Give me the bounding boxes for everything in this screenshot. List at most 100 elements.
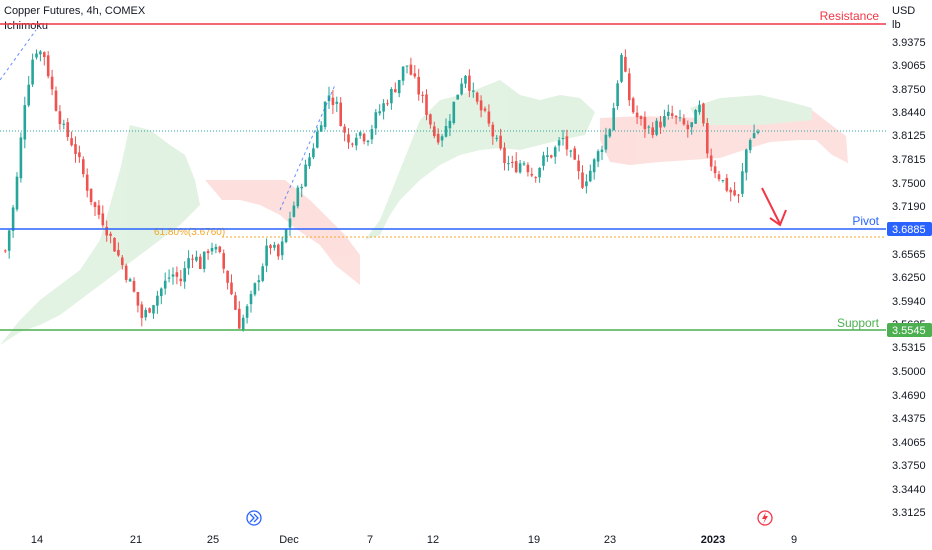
candle-body bbox=[733, 190, 736, 196]
price-tick-label: 3.6565 bbox=[892, 249, 926, 261]
candle-body bbox=[522, 163, 526, 165]
candle-body bbox=[358, 132, 362, 136]
price-tick-label: 3.4375 bbox=[892, 413, 926, 425]
candle-body bbox=[702, 103, 705, 124]
candle-body bbox=[495, 137, 498, 139]
candle-body bbox=[616, 83, 619, 107]
currency-label: USD bbox=[892, 5, 916, 17]
candle-body bbox=[218, 246, 222, 253]
price-tick-label: 3.3750 bbox=[892, 460, 926, 472]
time-tick-label: 12 bbox=[427, 534, 439, 546]
candle-body bbox=[737, 194, 740, 196]
candle-body bbox=[280, 241, 284, 256]
candle-body bbox=[97, 205, 101, 215]
candle-body bbox=[394, 89, 397, 93]
candle-body bbox=[319, 125, 323, 132]
candle-body bbox=[70, 138, 73, 146]
candle-body bbox=[514, 161, 518, 173]
trendline-mid bbox=[279, 84, 336, 211]
candle-body bbox=[269, 245, 272, 249]
candle-body bbox=[351, 143, 354, 145]
candle-body bbox=[85, 174, 89, 191]
candle-body bbox=[444, 126, 448, 137]
candle-body bbox=[35, 53, 38, 58]
lightning-icon[interactable] bbox=[757, 510, 773, 526]
price-tick-label: 3.9065 bbox=[892, 60, 926, 72]
candle-body bbox=[483, 108, 487, 111]
candle-body bbox=[752, 133, 756, 139]
candle-body bbox=[199, 256, 202, 269]
trendline-left bbox=[0, 29, 37, 81]
indicator-label[interactable]: Ichimoku bbox=[4, 20, 49, 32]
candle-body bbox=[436, 133, 440, 143]
candle-body bbox=[66, 122, 69, 137]
candle-body bbox=[725, 177, 729, 191]
candle-body bbox=[670, 113, 674, 117]
candle-body bbox=[175, 272, 179, 277]
candle-body bbox=[19, 137, 23, 179]
candle-body bbox=[140, 304, 144, 318]
candle-body bbox=[132, 280, 136, 292]
candle-body bbox=[397, 79, 401, 94]
candle-body bbox=[472, 90, 475, 92]
candle-body bbox=[249, 294, 253, 305]
candle-body bbox=[11, 207, 15, 231]
candle-body bbox=[709, 155, 713, 167]
candle-body bbox=[452, 101, 456, 124]
candle-body bbox=[421, 94, 424, 96]
candle-body bbox=[39, 51, 42, 55]
candle-body bbox=[647, 126, 651, 128]
candle-body bbox=[526, 164, 530, 173]
candle-body bbox=[62, 123, 66, 125]
price-axis[interactable]: 3.9375 3.9065 3.8750 3.8440 3.8125 3.7815 3.75… bbox=[892, 37, 926, 519]
candle-body bbox=[74, 144, 77, 154]
candle-body bbox=[390, 89, 393, 104]
candle-body bbox=[565, 136, 569, 150]
candle-body bbox=[179, 278, 183, 282]
candle-body bbox=[226, 270, 229, 283]
time-axis[interactable]: 14 21 25 Dec 7 12 19 23 2023 9 bbox=[31, 534, 797, 546]
unit-label: lb bbox=[892, 19, 901, 31]
fib-618-label: 61.80%(3.6760) bbox=[154, 227, 225, 238]
candle-body bbox=[546, 155, 549, 158]
resistance-label: Resistance bbox=[820, 9, 880, 23]
candle-body bbox=[234, 295, 237, 310]
candle-body bbox=[4, 250, 7, 252]
pivot-label: Pivot bbox=[852, 214, 879, 228]
candle-body bbox=[167, 277, 171, 279]
candle-body bbox=[124, 265, 128, 280]
candle-body bbox=[308, 157, 311, 167]
candle-body bbox=[187, 258, 190, 269]
candle-body bbox=[284, 229, 288, 243]
candle-body bbox=[748, 140, 752, 151]
candle-body bbox=[245, 306, 249, 318]
candle-body bbox=[706, 122, 709, 154]
candle-body bbox=[690, 122, 693, 128]
candle-body bbox=[366, 140, 370, 143]
candle-body bbox=[374, 112, 378, 129]
fast-forward-icon[interactable] bbox=[246, 510, 262, 526]
candle-body bbox=[191, 258, 194, 260]
price-tick-label: 3.5315 bbox=[892, 342, 926, 354]
candle-body bbox=[214, 246, 218, 250]
candle-body bbox=[487, 111, 491, 124]
candle-body bbox=[561, 138, 565, 140]
time-tick-label: 2023 bbox=[701, 534, 725, 546]
candle-body bbox=[15, 176, 19, 210]
price-tick-label: 3.3125 bbox=[892, 507, 926, 519]
price-tick-label: 3.7190 bbox=[892, 201, 926, 213]
candle-body bbox=[538, 167, 541, 178]
candle-body bbox=[206, 250, 210, 254]
price-tick-label: 3.4690 bbox=[892, 390, 926, 402]
candle-body bbox=[241, 317, 245, 330]
candle-body bbox=[160, 288, 163, 297]
candle-body bbox=[128, 279, 132, 282]
candle-body bbox=[331, 97, 335, 105]
price-tick-label: 3.8125 bbox=[892, 130, 926, 142]
candle-body bbox=[23, 105, 27, 140]
candle-body bbox=[304, 164, 307, 187]
candle-body bbox=[651, 127, 654, 136]
candle-body bbox=[741, 171, 744, 194]
candle-body bbox=[109, 233, 112, 236]
